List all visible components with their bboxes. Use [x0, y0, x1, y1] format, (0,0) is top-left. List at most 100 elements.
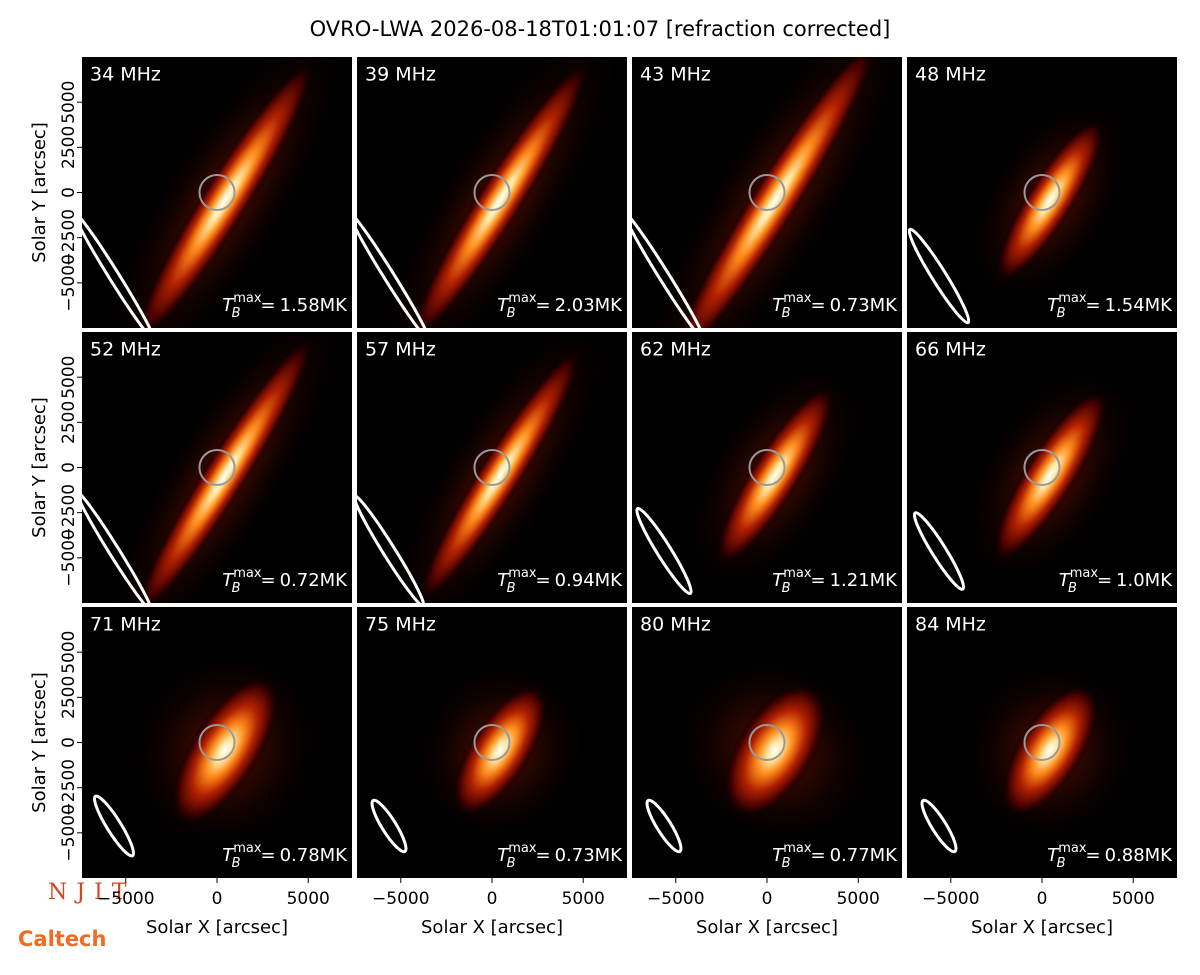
solar-disk: [473, 723, 511, 762]
emission: [418, 347, 582, 603]
tb-sub: B: [507, 306, 516, 321]
tb-sub: B: [507, 581, 516, 596]
beam: [357, 210, 431, 328]
frequency-label: 71 MHz: [90, 614, 161, 636]
y-tick-label: 5000: [59, 81, 79, 124]
tb-max-label: Tmax B = 1.0MK: [1059, 566, 1174, 596]
x-tick-label: −5000: [372, 889, 430, 909]
x-tick-label: 0: [212, 889, 223, 909]
panel-content: [82, 607, 352, 878]
tb-sup: max: [233, 566, 262, 581]
solar-disk: [198, 173, 236, 212]
emission: [1001, 684, 1099, 817]
panel: 43 MHz Tmax B = 0.73MK: [632, 57, 902, 328]
panel: 62 MHz Tmax B = 1.21MK: [632, 332, 902, 603]
frequency-label: 52 MHz: [90, 339, 161, 361]
tb-value: 1.54MK: [1105, 295, 1174, 316]
x-tick-label: 5000: [287, 889, 330, 909]
y-tick-label: 0: [59, 187, 79, 198]
beam: [920, 798, 958, 854]
tb-sup: max: [783, 566, 812, 581]
x-axis-label: Solar X [arcsec]: [421, 917, 563, 938]
tb-sub: B: [232, 306, 241, 321]
x-tick-label: 0: [762, 889, 773, 909]
panel: 39 MHz Tmax B = 2.03MK: [357, 57, 627, 328]
x-axis-label: Solar X [arcsec]: [971, 917, 1113, 938]
logo-njit: NJIT: [48, 880, 135, 905]
panel-content: [632, 57, 902, 328]
x-axis-label: Solar X [arcsec]: [696, 917, 838, 938]
y-tick-label: 5000: [59, 631, 79, 674]
emission: [672, 57, 878, 328]
tb-sup: max: [1070, 566, 1099, 581]
tb-max-label: Tmax B = 0.88MK: [1047, 841, 1173, 871]
emission: [995, 118, 1105, 283]
panel: 48 MHz Tmax B = 1.54MK: [907, 57, 1177, 328]
x-axis-label: Solar X [arcsec]: [146, 917, 288, 938]
solar-disk: [1023, 723, 1061, 762]
panel-content: [82, 57, 352, 328]
tb-sub: B: [1057, 306, 1066, 321]
tb-sub: B: [507, 856, 516, 871]
y-tick-label: −5000: [59, 529, 79, 587]
tb-eq: =: [1085, 295, 1100, 316]
tb-sup: max: [1058, 291, 1087, 306]
tb-eq: =: [260, 295, 275, 316]
frequency-label: 62 MHz: [640, 339, 711, 361]
y-tick-label: −2500: [59, 484, 79, 542]
solar-disk: [198, 448, 236, 487]
panel: 84 MHz Tmax B = 0.88MK −5000 0 5000 Solar X [arc…: [907, 607, 1177, 938]
tb-max-label: Tmax B = 1.58MK: [222, 291, 348, 321]
tb-value: 0.73MK: [830, 295, 899, 316]
tb-eq: =: [1085, 845, 1100, 866]
y-tick-label: 0: [59, 737, 79, 748]
frequency-label: 43 MHz: [640, 64, 711, 86]
tb-max-label: Tmax B = 0.73MK: [772, 291, 898, 321]
y-tick-label: 2500: [59, 676, 79, 719]
panel: 66 MHz Tmax B = 1.0MK: [907, 332, 1177, 603]
tb-symbol: T: [772, 295, 785, 316]
x-tick-label: 0: [487, 889, 498, 909]
x-tick-label: 5000: [562, 889, 605, 909]
tb-eq: =: [260, 845, 275, 866]
solar-disk: [473, 173, 511, 212]
frequency-label: 48 MHz: [915, 64, 986, 86]
beam: [370, 798, 408, 854]
tb-symbol: T: [497, 295, 510, 316]
beam: [632, 210, 706, 328]
y-axis-label: Solar Y [arcsec]: [29, 672, 50, 813]
panel-content: [357, 332, 627, 603]
tb-eq: =: [1097, 570, 1112, 591]
tb-sub: B: [1057, 856, 1066, 871]
frequency-label: 34 MHz: [90, 64, 161, 86]
tb-sup: max: [508, 291, 537, 306]
tb-eq: =: [535, 845, 550, 866]
panel: 71 MHz Tmax B = 0.78MK −5000 0 5000 Solar X [arc…: [29, 607, 352, 938]
tb-sub: B: [782, 306, 791, 321]
panel-content: [907, 607, 1177, 878]
tb-sub: B: [782, 581, 791, 596]
frequency-label: 75 MHz: [365, 614, 436, 636]
tb-max-label: Tmax B = 1.54MK: [1047, 291, 1173, 321]
tb-sup: max: [233, 291, 262, 306]
tb-eq: =: [260, 570, 275, 591]
tb-eq: =: [810, 570, 825, 591]
y-tick-label: 2500: [59, 401, 79, 444]
beam: [907, 227, 971, 325]
y-tick-label: −2500: [59, 759, 79, 817]
solar-disk: [1023, 448, 1061, 487]
emission: [171, 676, 279, 825]
tb-symbol: T: [1047, 845, 1060, 866]
tb-value: 0.88MK: [1105, 845, 1174, 866]
x-tick-label: −5000: [647, 889, 705, 909]
beam: [82, 490, 153, 603]
y-tick-label: −5000: [59, 254, 79, 312]
panel: 57 MHz Tmax B = 0.94MK: [357, 332, 627, 603]
tb-sup: max: [508, 566, 537, 581]
emission: [410, 60, 590, 328]
solar-disk: [473, 448, 511, 487]
tb-value: 2.03MK: [555, 295, 624, 316]
y-tick-label: −2500: [59, 209, 79, 267]
solar-disk: [1023, 173, 1061, 212]
